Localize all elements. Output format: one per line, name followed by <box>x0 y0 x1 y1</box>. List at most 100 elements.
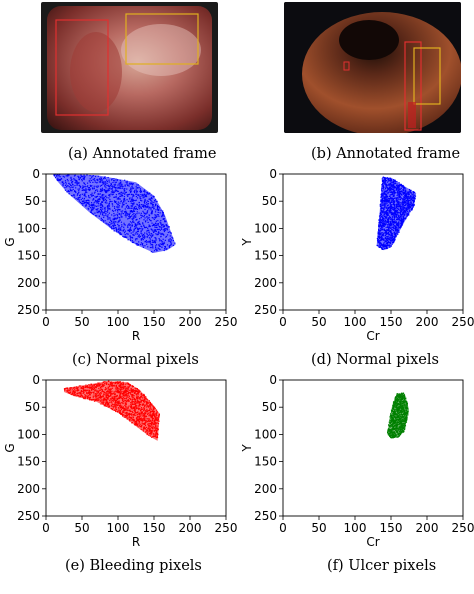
scatter-point <box>101 389 103 391</box>
scatter-point <box>82 176 85 178</box>
scatter-point <box>151 416 153 418</box>
scatter-point <box>100 391 102 394</box>
scatter-point <box>389 242 391 244</box>
scatter-point <box>102 197 105 199</box>
scatter-point <box>112 224 114 227</box>
scatter-point <box>386 206 388 209</box>
scatter-point <box>131 224 133 227</box>
scatter-point <box>118 385 120 387</box>
scatter-point <box>148 206 151 208</box>
scatter-point <box>404 217 406 219</box>
scatter-point <box>382 218 384 220</box>
scatter-point <box>121 395 123 398</box>
scatter-point <box>141 194 144 196</box>
scatter-point <box>120 408 122 411</box>
x-tick-label: 250 <box>215 521 238 535</box>
scatter-point <box>84 396 86 398</box>
scatter-point <box>93 187 95 189</box>
scatter-point <box>64 189 67 191</box>
scatter-point <box>394 234 396 236</box>
scatter-point <box>102 403 104 405</box>
scatter-point <box>138 236 141 238</box>
scatter-point <box>80 202 83 204</box>
scatter-point <box>105 395 107 397</box>
scatter-point <box>395 213 397 216</box>
scatter-point <box>145 401 147 403</box>
scatter-point <box>400 184 402 186</box>
scatter-point <box>398 191 400 193</box>
scatter-point <box>164 221 166 223</box>
scatter-point <box>380 196 382 198</box>
scatter-point <box>103 183 105 185</box>
scatter-point <box>387 226 389 228</box>
scatter-point <box>154 216 156 218</box>
scatter-point <box>389 217 391 219</box>
scatter-point <box>91 385 93 387</box>
scatter-point <box>152 412 154 414</box>
scatter-point <box>155 436 157 439</box>
scatter-point <box>400 424 402 426</box>
scatter-point <box>399 191 401 193</box>
scatter-point <box>152 195 154 197</box>
scatter-point <box>399 212 401 214</box>
scatter-point <box>398 202 400 205</box>
scatter-point <box>59 178 62 181</box>
scatter-point <box>118 183 120 185</box>
scatter-point <box>140 217 142 219</box>
scatter-point <box>406 214 408 216</box>
scatter-point <box>100 210 103 212</box>
scatter-point <box>128 213 131 215</box>
scatter-point <box>128 410 131 412</box>
scatter-point <box>80 390 82 393</box>
scatter-point <box>379 216 381 218</box>
scatter-point <box>102 200 105 202</box>
scatter-point <box>156 223 158 225</box>
scatter-point <box>147 431 149 433</box>
scatter-point <box>121 402 123 404</box>
scatter-point <box>82 187 84 189</box>
scatter-point <box>132 418 134 420</box>
scatter-point <box>143 414 146 416</box>
scatter-point <box>111 200 113 203</box>
scatter-point <box>393 201 396 203</box>
scatter-point <box>85 202 87 204</box>
scatter-point <box>404 194 406 197</box>
scatter-point <box>380 214 382 216</box>
scatter-point <box>111 221 113 223</box>
scatter-point <box>132 204 134 206</box>
scatter-point <box>395 216 397 218</box>
scatter-point <box>136 416 139 418</box>
scatter-point <box>137 419 139 421</box>
scatter-point <box>382 245 385 247</box>
scatter-point <box>81 388 84 390</box>
scatter-point <box>116 206 118 208</box>
scatter-point <box>66 389 68 392</box>
scatter-point <box>134 406 136 408</box>
scatter-point <box>150 417 152 419</box>
scatter-point <box>86 395 88 397</box>
scatter-point <box>152 406 154 408</box>
scatter-point <box>401 427 403 429</box>
scatter-point <box>118 388 120 390</box>
scatter-point <box>92 398 95 400</box>
scatter-point <box>120 184 122 186</box>
scatter-point <box>136 231 139 233</box>
scatter-point <box>379 213 381 215</box>
scatter-point <box>394 192 396 194</box>
scatter-point <box>111 384 114 386</box>
scatter-point <box>103 197 106 199</box>
scatter-point <box>153 408 155 410</box>
scatter-point <box>408 206 410 208</box>
scatter-point <box>132 403 134 405</box>
scatter-point <box>96 199 98 202</box>
scatter-point <box>89 394 92 396</box>
scatter-point <box>397 208 400 210</box>
scatter-point <box>137 405 140 407</box>
scatter-point <box>131 395 133 397</box>
scatter-point <box>86 393 88 395</box>
scatter-point <box>107 397 109 399</box>
scatter-point <box>157 206 160 208</box>
scatter-point <box>107 380 110 382</box>
scatter-point <box>393 183 395 185</box>
scatter-point <box>156 417 158 419</box>
